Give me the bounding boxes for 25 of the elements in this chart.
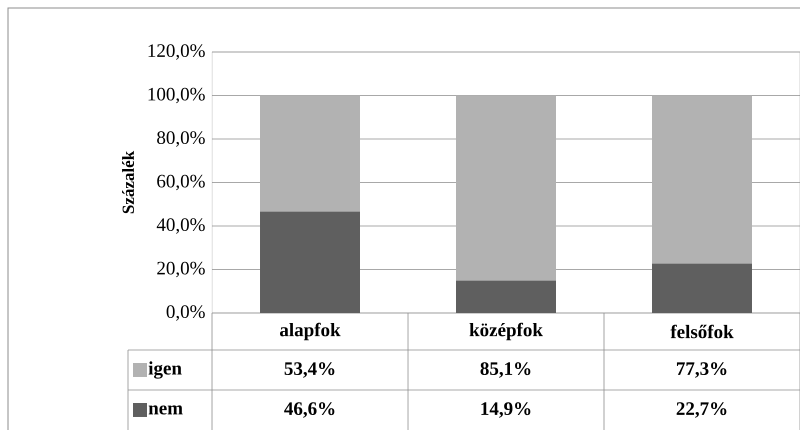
legend-label: igen	[148, 361, 182, 379]
y-tick-label: 80,0%	[157, 131, 205, 147]
y-axis-title: Százalék	[122, 150, 134, 214]
data-label: 85,1%	[480, 362, 530, 378]
data-label: 22,7%	[676, 402, 726, 418]
bar	[260, 212, 360, 313]
data-label: 46,6%	[284, 402, 334, 418]
x-tick-label: alapfok	[280, 322, 341, 340]
y-tick-label: 0,0%	[166, 305, 205, 321]
y-tick-label: 60,0%	[157, 174, 205, 190]
data-label: 14,9%	[481, 402, 530, 418]
bar	[456, 95, 556, 281]
x-tick-label: középfok	[470, 322, 543, 340]
data-label: 53,4%	[284, 362, 334, 378]
legend-label: nem	[148, 405, 183, 415]
y-tick-label: 20,0%	[157, 262, 205, 278]
bar	[260, 95, 360, 212]
x-tick-label: felsőfok	[670, 324, 734, 338]
bar	[652, 95, 752, 264]
y-tick-label: 40,0%	[156, 218, 205, 234]
data-label: 77,3%	[676, 362, 726, 378]
bar	[456, 280, 556, 313]
bar	[652, 264, 752, 313]
y-tick-label: 120,0%	[148, 44, 205, 60]
y-tick-label: 100,0%	[148, 88, 205, 104]
